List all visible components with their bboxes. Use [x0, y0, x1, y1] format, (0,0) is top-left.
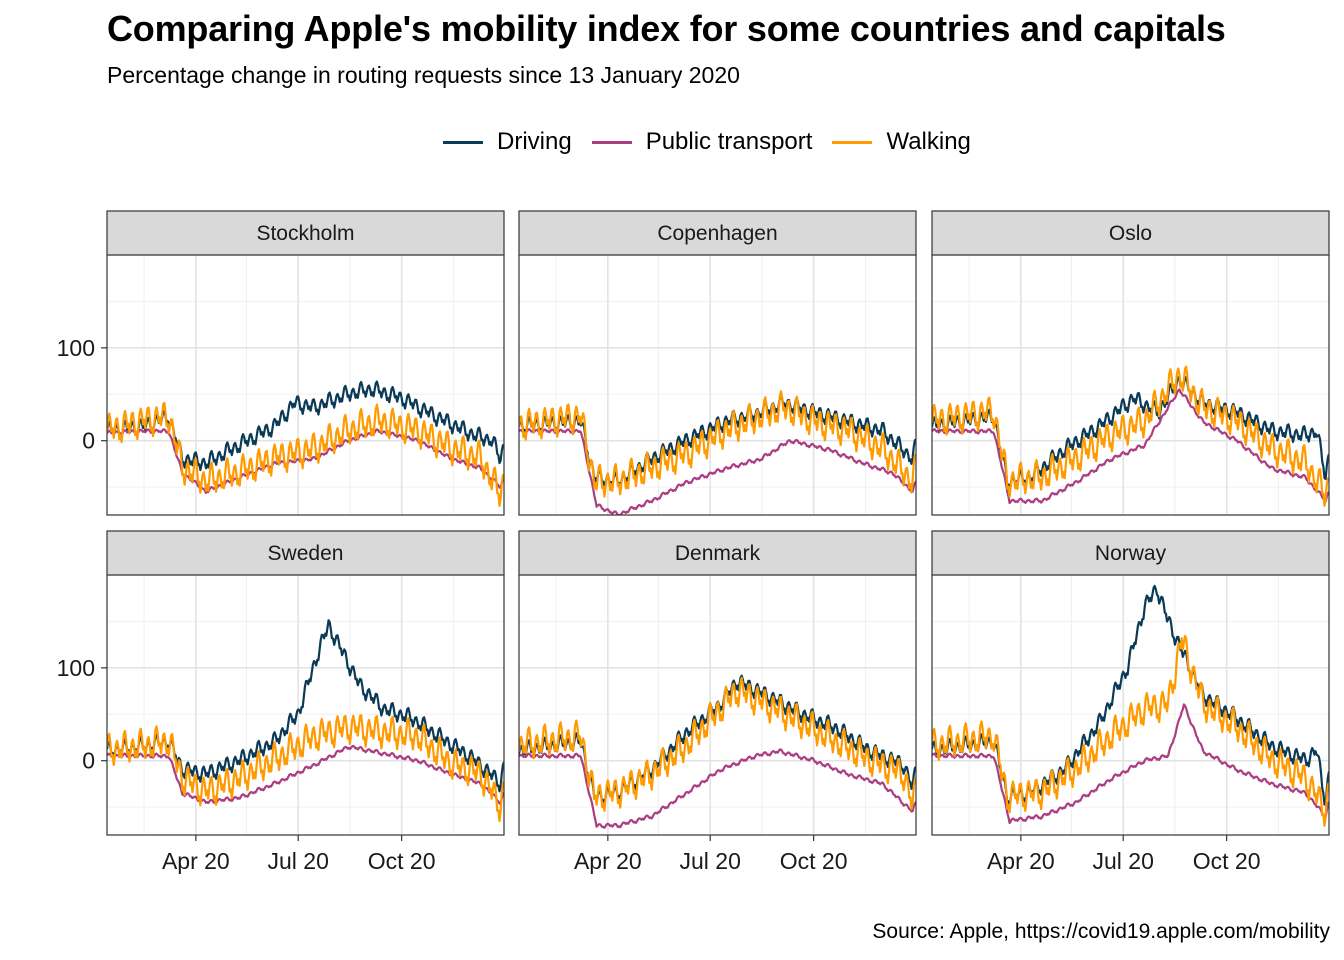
- panel-border-oslo: [931, 254, 1330, 516]
- y-tick-label-100-row0: 100: [57, 335, 95, 361]
- x-tick-label-apr-20-denmark: Apr 20: [574, 848, 642, 874]
- strip-label-copenhagen: Copenhagen: [657, 222, 777, 245]
- strip-norway: [931, 530, 1330, 576]
- series-line-public-transport-copenhagen: [519, 428, 916, 515]
- x-tick-label-oct-20-denmark: Oct 20: [780, 848, 848, 874]
- strip-copenhagen: [518, 210, 917, 256]
- y-tick-label-100-row1: 100: [57, 655, 95, 681]
- x-tick-label-oct-20-sweden: Oct 20: [368, 848, 436, 874]
- strip-label-denmark: Denmark: [675, 542, 761, 565]
- legend-label-walking: Walking: [886, 128, 971, 155]
- panel-border-stockholm: [106, 254, 505, 516]
- legend-key-driving: [443, 140, 483, 144]
- panel-bg-copenhagen: [519, 255, 916, 515]
- x-tick-label-apr-20-sweden: Apr 20: [162, 848, 230, 874]
- series-line-public-transport-norway: [932, 703, 1329, 825]
- legend-item-driving: Driving: [443, 128, 572, 156]
- legend: Driving Public transport Walking: [443, 128, 991, 156]
- series-line-walking-stockholm: [107, 401, 504, 507]
- series-line-walking-oslo: [932, 365, 1329, 507]
- x-tick-label-oct-20-norway: Oct 20: [1193, 848, 1261, 874]
- legend-item-walking: Walking: [832, 128, 971, 156]
- x-tick-label-apr-20-norway: Apr 20: [987, 848, 1055, 874]
- legend-key-public-transport: [591, 140, 632, 144]
- panel-bg-oslo: [932, 255, 1329, 515]
- legend-label-public-transport: Public transport: [645, 128, 813, 155]
- chart-caption: Source: Apple, https://covid19.apple.com…: [872, 920, 1330, 943]
- legend-item-public-transport: Public transport: [591, 128, 813, 156]
- panel-bg-stockholm: [107, 255, 504, 515]
- strip-label-oslo: Oslo: [1109, 222, 1152, 245]
- x-tick-label-jul-20-denmark: Jul 20: [680, 848, 741, 874]
- series-line-public-transport-sweden: [107, 744, 504, 805]
- strip-sweden: [106, 530, 505, 576]
- series-line-walking-sweden: [107, 714, 504, 823]
- chart-title: Comparing Apple's mobility index for som…: [107, 8, 1226, 49]
- legend-label-driving: Driving: [497, 128, 572, 155]
- series-line-public-transport-oslo: [932, 388, 1329, 505]
- y-tick-label-0-row0: 0: [82, 428, 95, 454]
- legend-key-walking: [832, 140, 873, 144]
- series-line-public-transport-denmark: [519, 748, 916, 829]
- panel-border-copenhagen: [518, 254, 917, 516]
- strip-label-norway: Norway: [1095, 542, 1167, 565]
- x-tick-label-jul-20-sweden: Jul 20: [268, 848, 329, 874]
- panel-border-sweden: [106, 574, 505, 836]
- strip-denmark: [518, 530, 917, 576]
- panel-border-denmark: [518, 574, 917, 836]
- x-tick-label-jul-20-norway: Jul 20: [1093, 848, 1154, 874]
- panel-border-norway: [931, 574, 1330, 836]
- series-line-walking-denmark: [519, 676, 916, 812]
- y-tick-label-0-row1: 0: [82, 748, 95, 774]
- strip-label-sweden: Sweden: [268, 542, 344, 565]
- series-line-walking-norway: [932, 634, 1329, 827]
- chart-subtitle: Percentage change in routing requests si…: [107, 62, 740, 88]
- strip-label-stockholm: Stockholm: [256, 222, 354, 245]
- strip-oslo: [931, 210, 1330, 256]
- panel-bg-sweden: [107, 575, 504, 835]
- series-line-walking-copenhagen: [519, 390, 916, 498]
